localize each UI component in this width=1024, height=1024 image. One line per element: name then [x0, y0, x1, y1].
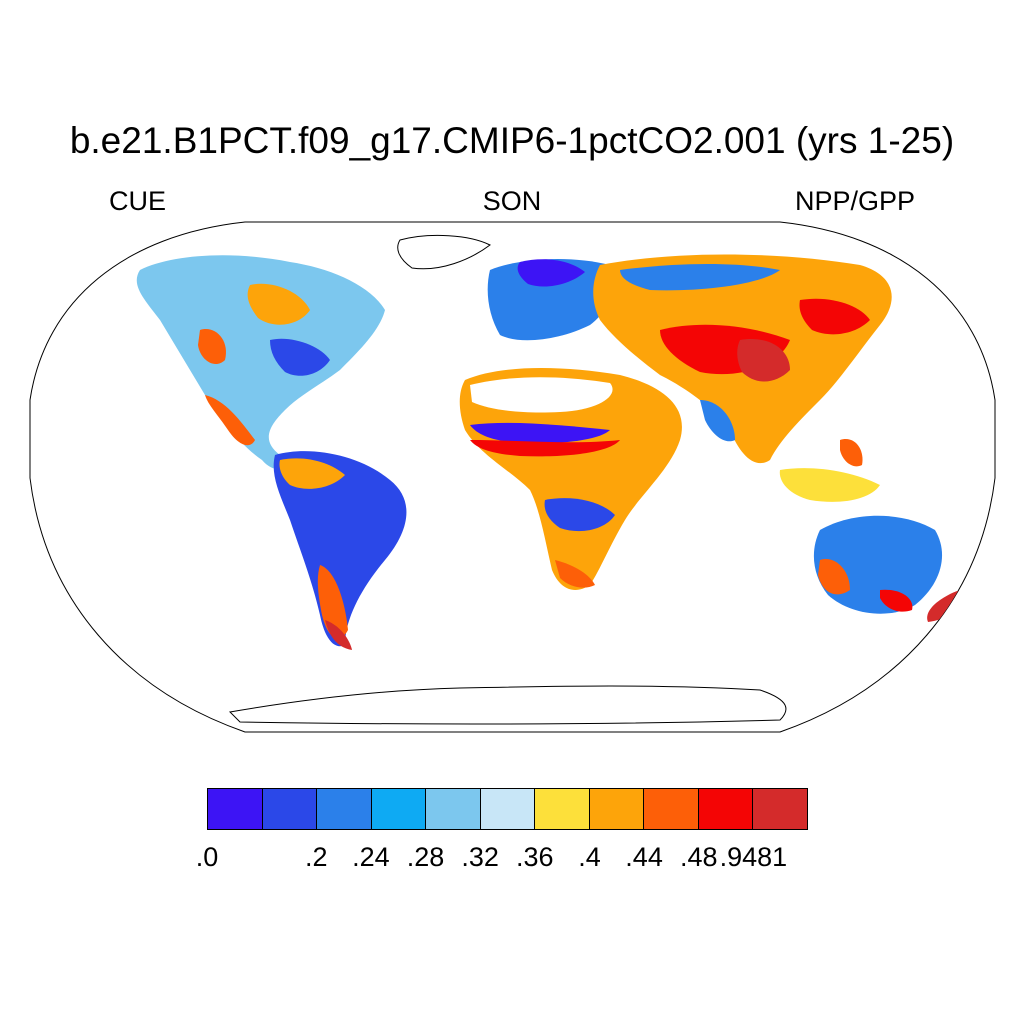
colorbar-label: .0 [195, 842, 219, 872]
colorbar-label: .9481 [719, 842, 788, 872]
southeast-asia [779, 468, 880, 502]
colorbar-label: .32 [461, 842, 499, 872]
colorbar-box [644, 789, 699, 829]
colorbar-box [535, 789, 590, 829]
colorbar-box [371, 789, 427, 829]
center-string: SON [482, 186, 542, 216]
colorbar-label: .44 [625, 842, 663, 872]
north-america [136, 255, 385, 470]
colorbar-label: .36 [516, 842, 554, 872]
antarctica [228, 685, 787, 725]
colorbar-label: .24 [352, 842, 390, 872]
right-string: NPP/GPP [794, 186, 915, 216]
map-title: b.e21.B1PCT.f09_g17.CMIP6-1pctCO2.001 (y… [69, 120, 955, 161]
colorbar-box [317, 789, 372, 829]
colorbar-box [753, 789, 808, 829]
europe [487, 258, 614, 341]
land-shading [136, 234, 975, 725]
greenland [397, 234, 491, 270]
left-string: CUE [109, 186, 167, 216]
colorbar-box [208, 789, 263, 829]
colorbar-label: .28 [406, 842, 445, 872]
colorbar-label: .2 [305, 842, 328, 872]
colorbar-box [589, 789, 645, 829]
south-america [273, 451, 407, 647]
colorbar-box [426, 789, 481, 829]
colorbar-label: .4 [578, 842, 601, 872]
colorbar-box [480, 789, 536, 829]
colorbar-label: .48 [679, 842, 718, 872]
colorbar-box [262, 789, 318, 829]
colorbar-box [698, 789, 754, 829]
colorbar [207, 788, 808, 830]
